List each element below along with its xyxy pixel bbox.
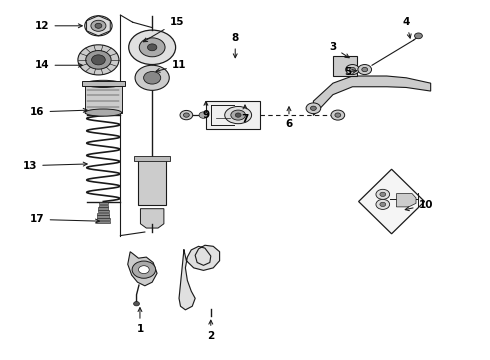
Circle shape xyxy=(345,64,359,75)
Text: 10: 10 xyxy=(405,200,433,211)
Circle shape xyxy=(180,111,193,120)
Text: 15: 15 xyxy=(144,17,184,42)
Circle shape xyxy=(92,55,105,65)
Circle shape xyxy=(91,20,106,31)
Text: 13: 13 xyxy=(23,161,87,171)
Bar xyxy=(97,215,109,218)
Ellipse shape xyxy=(85,80,122,87)
Ellipse shape xyxy=(231,110,245,120)
Circle shape xyxy=(349,67,355,72)
Bar xyxy=(97,218,110,220)
Bar xyxy=(97,221,110,223)
Text: 3: 3 xyxy=(329,42,349,58)
Circle shape xyxy=(199,112,208,118)
Circle shape xyxy=(235,113,241,117)
Polygon shape xyxy=(141,209,164,228)
Circle shape xyxy=(376,189,390,199)
Polygon shape xyxy=(314,76,431,116)
Text: 2: 2 xyxy=(207,320,215,341)
Circle shape xyxy=(134,302,140,306)
Text: 12: 12 xyxy=(35,21,82,31)
Polygon shape xyxy=(333,56,357,76)
Text: 16: 16 xyxy=(30,107,87,117)
Circle shape xyxy=(380,202,386,207)
Text: 1: 1 xyxy=(136,308,144,334)
Circle shape xyxy=(380,192,386,197)
Circle shape xyxy=(139,38,165,57)
Polygon shape xyxy=(359,169,424,234)
Bar xyxy=(85,84,122,113)
Circle shape xyxy=(78,45,119,75)
Bar xyxy=(98,213,109,215)
Circle shape xyxy=(306,103,321,114)
Bar xyxy=(99,202,108,204)
Circle shape xyxy=(415,33,422,39)
Text: 17: 17 xyxy=(30,215,99,224)
Text: 8: 8 xyxy=(232,33,239,58)
Polygon shape xyxy=(128,252,157,286)
Ellipse shape xyxy=(225,107,251,124)
Circle shape xyxy=(132,261,156,278)
Polygon shape xyxy=(396,194,416,207)
Circle shape xyxy=(331,110,344,120)
Circle shape xyxy=(135,65,169,90)
Text: 7: 7 xyxy=(241,105,249,124)
Circle shape xyxy=(335,113,341,117)
Text: 14: 14 xyxy=(35,60,82,70)
Bar xyxy=(98,210,109,212)
Text: 4: 4 xyxy=(403,17,411,38)
Circle shape xyxy=(311,106,317,111)
Text: 5: 5 xyxy=(344,67,357,77)
Circle shape xyxy=(183,113,189,117)
Text: 11: 11 xyxy=(156,60,186,72)
Bar xyxy=(134,156,170,161)
Bar xyxy=(82,81,125,86)
Ellipse shape xyxy=(85,109,122,116)
Circle shape xyxy=(86,50,111,69)
Polygon shape xyxy=(179,245,220,310)
Circle shape xyxy=(144,72,161,84)
Bar xyxy=(206,101,260,129)
Bar xyxy=(98,204,108,207)
Circle shape xyxy=(129,30,175,64)
Circle shape xyxy=(95,23,102,28)
Circle shape xyxy=(147,44,157,51)
Circle shape xyxy=(376,199,390,210)
Circle shape xyxy=(362,67,368,72)
Circle shape xyxy=(85,16,112,36)
Text: 6: 6 xyxy=(285,107,293,129)
Text: 9: 9 xyxy=(202,102,209,121)
Circle shape xyxy=(358,64,371,75)
Bar xyxy=(98,207,108,210)
Bar xyxy=(139,158,166,205)
Circle shape xyxy=(139,266,149,274)
